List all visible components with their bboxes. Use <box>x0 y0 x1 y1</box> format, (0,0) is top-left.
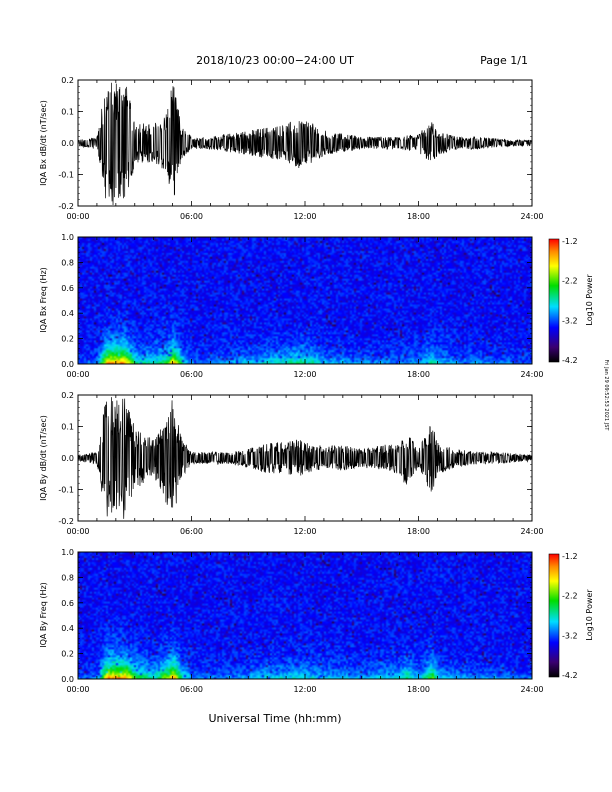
page-indicator: Page 1/1 <box>480 54 528 67</box>
x-tick-label: 18:00 <box>407 527 430 536</box>
x-tick-label: 24:00 <box>520 370 543 379</box>
y-tick-label: -0.1 <box>58 171 74 180</box>
by-waveform-panel: IQA By dB/dt (nT/sec) 0.20.10.0-0.1-0.20… <box>39 391 544 536</box>
y-tick-label: 0.1 <box>61 108 74 117</box>
x-tick-label: 12:00 <box>293 527 316 536</box>
x-tick-label: 06:00 <box>180 370 203 379</box>
by-spectrogram-panel: IQA By Freq (Hz) Log10 Power 1.0 0.8 0.6 0.… <box>39 548 594 694</box>
panel-ylabel: IQA By Freq (Hz) <box>39 582 48 648</box>
colorbar <box>548 238 560 363</box>
x-tick-label: 12:00 <box>293 370 316 379</box>
x-tick-label: 06:00 <box>180 527 203 536</box>
bx-waveform-panel: IQA Bx dB/dt (nT/sec) 0.20.10.0-0.1-0.20… <box>39 76 544 221</box>
y-tick-label: 0.2 <box>61 335 74 344</box>
x-tick-label: 00:00 <box>66 685 89 694</box>
colorbar-tick-label: -1.2 <box>562 237 578 246</box>
x-tick-label: 12:00 <box>293 212 316 221</box>
y-tick-label: 0.1 <box>61 423 74 432</box>
y-tick-label: 0.0 <box>61 139 74 148</box>
x-tick-label: 12:00 <box>293 685 316 694</box>
date-range-title: 2018/10/23 00:00−24:00 UT <box>196 54 354 67</box>
x-tick-label: 00:00 <box>66 212 89 221</box>
y-tick-label: 0.2 <box>61 391 74 400</box>
colorbar-tick-label: -2.2 <box>562 277 578 286</box>
x-axis-label: Universal Time (hh:mm) <box>209 712 342 725</box>
y-tick-label: -0.2 <box>58 202 74 211</box>
colorbar-tick-label: -3.2 <box>562 316 578 325</box>
x-tick-label: 24:00 <box>520 685 543 694</box>
waveform-series <box>78 397 532 519</box>
y-tick-label: 0.0 <box>61 360 74 369</box>
bx-spectrogram-panel: IQA Bx Freq (Hz) Log10 Power 1.0 0.8 0.6 0.… <box>39 233 594 379</box>
y-tick-label: 0.6 <box>61 599 74 608</box>
y-tick-label: 0.2 <box>61 650 74 659</box>
panel-ylabel: IQA By dB/dt (nT/sec) <box>39 415 48 501</box>
y-tick-label: 0.8 <box>61 258 74 267</box>
x-tick-label: 24:00 <box>520 212 543 221</box>
x-tick-label: 18:00 <box>407 370 430 379</box>
y-tick-label: 1.0 <box>61 233 74 242</box>
x-tick-label: 18:00 <box>407 685 430 694</box>
spectrogram-image <box>78 552 532 679</box>
x-tick-label: 06:00 <box>180 685 203 694</box>
y-tick-label: 0.0 <box>61 675 74 684</box>
colorbar <box>548 553 560 678</box>
colorbar-tick-label: -3.2 <box>562 631 578 640</box>
y-tick-label: 1.0 <box>61 548 74 557</box>
colorbar-label: Log10 Power <box>585 589 594 641</box>
x-tick-label: 18:00 <box>407 212 430 221</box>
x-tick-label: 24:00 <box>520 527 543 536</box>
colorbar-tick-label: -2.2 <box>562 592 578 601</box>
x-tick-label: 00:00 <box>66 527 89 536</box>
y-tick-label: 0.4 <box>61 309 74 318</box>
y-tick-label: -0.1 <box>58 486 74 495</box>
y-tick-label: 0.8 <box>61 573 74 582</box>
y-tick-label: 0.0 <box>61 454 74 463</box>
panel-ylabel: IQA Bx Freq (Hz) <box>39 267 48 333</box>
colorbar-tick-label: -4.2 <box>562 671 578 680</box>
side-note: Fri Jan 29 09:52:53 2021 JST <box>603 360 609 432</box>
y-tick-label: 0.4 <box>61 624 74 633</box>
spectrogram-image <box>78 237 532 364</box>
colorbar-label: Log10 Power <box>585 274 594 326</box>
y-tick-label: 0.6 <box>61 284 74 293</box>
y-tick-label: 0.2 <box>61 76 74 85</box>
colorbar-tick-label: -1.2 <box>562 552 578 561</box>
x-tick-label: 00:00 <box>66 370 89 379</box>
panel-ylabel: IQA Bx dB/dt (nT/sec) <box>39 100 48 186</box>
x-tick-label: 06:00 <box>180 212 203 221</box>
waveform-series <box>78 82 532 206</box>
y-tick-label: -0.2 <box>58 517 74 526</box>
colorbar-tick-label: -4.2 <box>562 356 578 365</box>
